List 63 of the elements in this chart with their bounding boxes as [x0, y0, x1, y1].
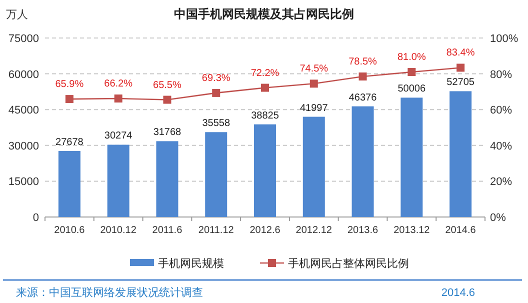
data-label: 65.5% [153, 80, 182, 91]
point [358, 72, 367, 80]
data-label: 52705 [446, 77, 475, 88]
bar [107, 144, 130, 217]
x-tick-label: 2012.6 [250, 225, 281, 236]
point [65, 95, 74, 104]
text: 2014.6 [441, 287, 475, 299]
y2-tick-label: 100% [490, 33, 518, 45]
data-label: 38825 [251, 110, 280, 122]
x-tick-label: 2011.12 [198, 225, 234, 236]
y-tick-label: 15000 [8, 176, 39, 188]
bar [254, 124, 276, 217]
bar [302, 116, 325, 217]
bar [352, 106, 374, 217]
point [114, 94, 122, 102]
y-axis-title: 万人 [6, 9, 28, 21]
data-label: 30274 [104, 130, 133, 142]
data-label: 50006 [398, 84, 426, 95]
point [408, 68, 416, 76]
y-tick-label: 75000 [8, 33, 39, 45]
y2-tick-label: 20% [490, 176, 512, 188]
bar [450, 91, 472, 217]
x-tick-label: 2012.12 [296, 225, 332, 236]
x-tick-label: 2011.6 [152, 225, 183, 236]
data-label: 74.5% [300, 64, 328, 75]
x-tick-label: 2014.6 [445, 225, 476, 236]
chart-title: 中国手机网民规模及其占网民比例 [174, 7, 354, 21]
y-tick-label: 60000 [8, 68, 39, 81]
x-tick-label: 2010.6 [54, 225, 86, 236]
bar [205, 132, 228, 217]
data-label: 72.2% [250, 68, 280, 79]
data-label: 27678 [56, 136, 84, 148]
data-label: 78.5% [348, 56, 378, 68]
data-label: 41997 [300, 102, 328, 114]
data-label: 31768 [153, 127, 182, 138]
point [212, 88, 220, 97]
y2-tick-label: 60% [490, 104, 512, 117]
legend-label: 手机网民占整体网民比例 [288, 257, 409, 270]
point [163, 96, 172, 104]
y2-tick-label: 0% [490, 212, 506, 224]
x-tick-label: 2013.6 [347, 225, 379, 236]
data-label: 35558 [202, 118, 230, 130]
data-label: 65.9% [55, 79, 84, 90]
x-tick-label: 2013.12 [394, 225, 430, 236]
legend-label: 手机网民规模 [158, 257, 224, 270]
bar [58, 150, 80, 217]
point [310, 80, 318, 88]
point [456, 64, 465, 72]
point [261, 84, 269, 92]
bar [400, 98, 423, 217]
data-label: 83.4% [446, 48, 475, 59]
y-tick-label: 45000 [8, 104, 39, 117]
x-tick-label: 2010.12 [100, 225, 137, 236]
y2-tick-label: 80% [490, 68, 512, 81]
data-label: 66.2% [104, 78, 133, 90]
y-tick-label: 30000 [8, 140, 39, 152]
data-label: 81.0% [397, 52, 426, 64]
y2-tick-label: 40% [490, 140, 512, 152]
y-tick-label: 0 [32, 212, 39, 224]
bar [156, 141, 178, 217]
data-label: 69.3% [202, 72, 230, 84]
data-label: 46376 [348, 92, 378, 104]
source-note: 来源：中国互联网络发展状况统计调查 [16, 286, 203, 299]
